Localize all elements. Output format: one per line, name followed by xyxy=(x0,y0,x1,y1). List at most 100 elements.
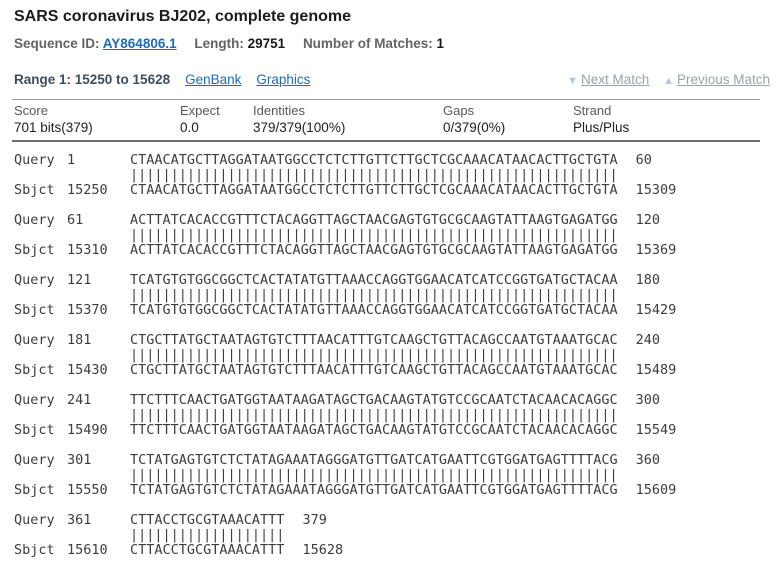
subject-line: Sbjct 15310 ACTTATCACACCGTTTCTACAGGTTAGCTA… xyxy=(14,243,784,258)
subject-line: Sbjct 15430 CTGCTTATGCTAATAGTGTCTTTAACATTT… xyxy=(14,363,784,378)
match-line: ||||||||||||||||||||||||||||||||||||||||… xyxy=(14,228,784,243)
gaps-header: Gaps xyxy=(443,103,475,118)
alignment-stats-table: Score Expect Identities Gaps Strand 701 … xyxy=(12,99,760,142)
subject-label: Sbjct xyxy=(14,482,55,498)
genbank-link[interactable]: GenBank xyxy=(185,72,242,87)
next-match-link[interactable]: Next Match xyxy=(581,72,650,87)
graphics-link[interactable]: Graphics xyxy=(256,72,311,87)
alignment-block: Query 181 CTGCTTATGCTAATAGTGTCTTTAACATTTGT… xyxy=(14,333,784,378)
subject-sequence: CTAACATGCTTAGGATAATGGCCTCTCTTGTTCTTGCTCG… xyxy=(130,182,618,198)
subject-sequence: CTGCTTATGCTAATAGTGTCTTTAACATTTGTCAAGCTGT… xyxy=(130,362,618,378)
sequence-id-label: Sequence ID: xyxy=(14,36,103,51)
length-value: 29751 xyxy=(247,36,286,51)
subject-end: 15609 xyxy=(635,482,677,498)
subject-label: Sbjct xyxy=(14,242,55,258)
match-bars: ||||||||||||||||||| xyxy=(130,527,285,543)
alignment-block: Query 1 CTAACATGCTTAGGATAATGGCCTCTCTTGTTCT… xyxy=(14,153,784,198)
subject-label: Sbjct xyxy=(14,422,55,438)
subject-end: 15369 xyxy=(635,242,677,258)
identities-header: Identities xyxy=(253,103,306,118)
query-end: 60 xyxy=(635,152,652,168)
query-label: Query xyxy=(14,512,55,528)
subject-sequence: TTCTTTCAACTGATGGTAATAAGATAGCTGACAAGTATGT… xyxy=(130,422,618,438)
query-end: 379 xyxy=(302,512,327,528)
query-end: 300 xyxy=(635,392,661,408)
match-bars: ||||||||||||||||||||||||||||||||||||||||… xyxy=(130,467,618,483)
query-sequence: ACTTATCACACCGTTTCTACAGGTTAGCTAACGAGTGTGC… xyxy=(130,212,618,228)
subject-start: 15310 xyxy=(67,242,108,258)
query-sequence: CTAACATGCTTAGGATAATGGCCTCTCTTGTTCTTGCTCG… xyxy=(130,152,618,168)
sequence-meta-line: Sequence ID: AY864806.1 Length: 29751 Nu… xyxy=(14,36,770,51)
subject-line: Sbjct 15490 TTCTTTCAACTGATGGTAATAAGATAGCTG… xyxy=(14,423,784,438)
query-start: 1 xyxy=(67,152,76,168)
query-label: Query xyxy=(14,272,55,288)
query-sequence: TCTATGAGTGTCTCTATAGAAATAGGGATGTTGATCATGA… xyxy=(130,452,618,468)
subject-line: Sbjct 15610 CTTACCTGCGTAAACATTT 15628 xyxy=(14,543,784,558)
query-start: 301 xyxy=(67,452,92,468)
query-label: Query xyxy=(14,452,55,468)
alignment-block: Query 61 ACTTATCACACCGTTTCTACAGGTTAGCTAACG… xyxy=(14,213,784,258)
score-value: 701 bits(379) xyxy=(14,120,93,135)
query-start: 61 xyxy=(67,212,84,228)
query-line: Query 1 CTAACATGCTTAGGATAATGGCCTCTCTTGTTCT… xyxy=(14,153,784,168)
match-bars: ||||||||||||||||||||||||||||||||||||||||… xyxy=(130,227,618,243)
previous-match-link[interactable]: Previous Match xyxy=(676,72,770,87)
page-title: SARS coronavirus BJ202, complete genome xyxy=(14,8,351,25)
pairwise-alignment: Query 1 CTAACATGCTTAGGATAATGGCCTCTCTTGTTCT… xyxy=(14,153,784,558)
identities-value: 379/379(100%) xyxy=(253,120,346,135)
query-end: 120 xyxy=(635,212,661,228)
subject-label: Sbjct xyxy=(14,362,55,378)
subject-label: Sbjct xyxy=(14,302,55,318)
match-line: ||||||||||||||||||||||||||||||||||||||||… xyxy=(14,348,784,363)
range-bar: Range 1: 15250 to 15628 GenBank Graphics… xyxy=(14,72,770,87)
match-bars: ||||||||||||||||||||||||||||||||||||||||… xyxy=(130,287,618,303)
subject-end: 15489 xyxy=(635,362,677,378)
match-bars: ||||||||||||||||||||||||||||||||||||||||… xyxy=(130,407,618,423)
match-line: ||||||||||||||||||||||||||||||||||||||||… xyxy=(14,288,784,303)
subject-label: Sbjct xyxy=(14,182,55,198)
subject-end: 15429 xyxy=(635,302,677,318)
subject-line: Sbjct 15550 TCTATGAGTGTCTCTATAGAAATAGGGATG… xyxy=(14,483,784,498)
alignment-block: Query 241 TTCTTTCAACTGATGGTAATAAGATAGCTGAC… xyxy=(14,393,784,438)
alignment-block: Query 361 CTTACCTGCGTAAACATTT 379 |||||||||… xyxy=(14,513,784,558)
query-label: Query xyxy=(14,212,55,228)
subject-sequence: TCTATGAGTGTCTCTATAGAAATAGGGATGTTGATCATGA… xyxy=(130,482,618,498)
alignment-block: Query 301 TCTATGAGTGTCTCTATAGAAATAGGGATGTT… xyxy=(14,453,784,498)
sequence-id-link[interactable]: AY864806.1 xyxy=(102,36,177,51)
subject-sequence: ACTTATCACACCGTTTCTACAGGTTAGCTAACGAGTGTGC… xyxy=(130,242,618,258)
match-bars: ||||||||||||||||||||||||||||||||||||||||… xyxy=(130,347,618,363)
alignment-block: Query 121 TCATGTGTGGCGGCTCACTATATGTTAAACCA… xyxy=(14,273,784,318)
query-sequence: CTTACCTGCGTAAACATTT xyxy=(130,512,285,528)
subject-start: 15430 xyxy=(67,362,108,378)
matches-label: Number of Matches: xyxy=(302,36,437,51)
score-header: Score xyxy=(14,103,48,118)
sequence-id-group: Sequence ID: AY864806.1 xyxy=(14,36,177,51)
matches-value: 1 xyxy=(436,36,444,51)
length-label: Length: xyxy=(194,36,248,51)
subject-start: 15250 xyxy=(67,182,108,198)
subject-sequence: TCATGTGTGGCGGCTCACTATATGTTAAACCAGGTGGAAC… xyxy=(130,302,618,318)
subject-end: 15309 xyxy=(635,182,677,198)
query-sequence: TTCTTTCAACTGATGGTAATAAGATAGCTGACAAGTATGT… xyxy=(130,392,618,408)
next-match-icon: ▼ xyxy=(567,75,579,87)
query-label: Query xyxy=(14,152,55,168)
expect-header: Expect xyxy=(180,103,220,118)
query-start: 121 xyxy=(67,272,92,288)
query-line: Query 301 TCTATGAGTGTCTCTATAGAAATAGGGATGTT… xyxy=(14,453,784,468)
subject-start: 15490 xyxy=(67,422,108,438)
query-start: 181 xyxy=(67,332,92,348)
match-line: ||||||||||||||||||| xyxy=(14,528,784,543)
query-label: Query xyxy=(14,392,55,408)
expect-value: 0.0 xyxy=(180,120,199,135)
subject-start: 15610 xyxy=(67,542,108,558)
match-bars: ||||||||||||||||||||||||||||||||||||||||… xyxy=(130,167,618,183)
query-start: 361 xyxy=(67,512,92,528)
subject-start: 15550 xyxy=(67,482,108,498)
query-line: Query 361 CTTACCTGCGTAAACATTT 379 xyxy=(14,513,784,528)
subject-end: 15628 xyxy=(302,542,344,558)
query-label: Query xyxy=(14,332,55,348)
subject-end: 15549 xyxy=(635,422,677,438)
query-line: Query 241 TTCTTTCAACTGATGGTAATAAGATAGCTGAC… xyxy=(14,393,784,408)
matches-group: Number of Matches: 1 xyxy=(303,36,444,51)
subject-start: 15370 xyxy=(67,302,108,318)
